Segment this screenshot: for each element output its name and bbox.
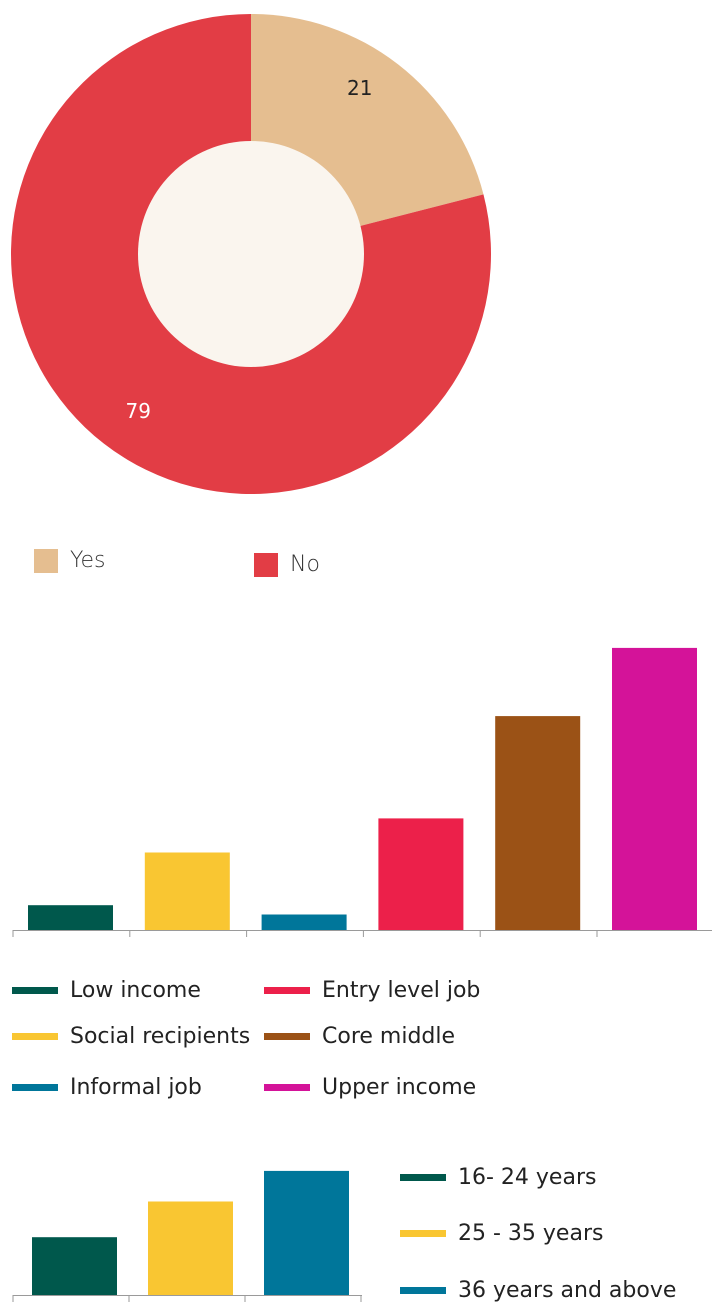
legend-label-25-35: 25 - 35 years [458,1221,604,1246]
donut-label-yes: 21 [347,76,372,100]
bar-upper-income [612,647,697,930]
legend-swatch-16-24 [400,1174,446,1181]
legend-swatch-core-middle [264,1033,310,1040]
income-bar-chart [12,647,712,937]
donut-legend-item-no: No [254,552,320,577]
income-legend-item-social-recipients: Social recipients [12,1024,250,1049]
legend-swatch-informal-job [12,1084,58,1091]
donut-legend-item-yes: Yes [34,548,106,573]
legend-swatch-low-income [12,987,58,994]
bar-36-years-and-above [264,1170,349,1295]
bar-core-middle [495,716,581,930]
donut-chart: 21 79 [11,14,492,495]
bar-low-income [28,905,113,930]
bar-16-24-years [32,1237,117,1295]
legend-swatch-no [254,552,278,577]
age-legend-item-16-24: 16- 24 years [400,1165,596,1190]
income-legend-item-low-income: Low income [12,978,201,1003]
bar-informal-job [261,914,347,930]
bar-social-recipients [144,852,230,930]
bar-entry-level-job [378,818,464,930]
age-legend-item-25-35: 25 - 35 years [400,1221,603,1246]
legend-label-no: No [290,552,320,577]
legend-label-social-recipients: Social recipients [70,1024,251,1049]
income-legend-item-upper-income: Upper income [264,1075,476,1100]
donut-hole [138,141,364,367]
legend-label-upper-income: Upper income [322,1075,477,1100]
age-bar-chart [12,1170,362,1302]
donut-label-no: 79 [126,399,151,423]
legend-label-core-middle: Core middle [322,1024,456,1049]
legend-swatch-36-above [400,1287,446,1294]
legend-swatch-yes [34,548,58,573]
legend-label-entry-level-job: Entry level job [322,978,481,1003]
legend-swatch-25-35 [400,1230,446,1237]
legend-label-yes: Yes [70,548,106,573]
legend-swatch-social-recipients [12,1033,58,1040]
legend-swatch-entry-level-job [264,987,310,994]
legend-swatch-upper-income [264,1084,310,1091]
age-legend-item-36-above: 36 years and above [400,1278,676,1303]
income-legend-item-core-middle: Core middle [264,1024,455,1049]
income-legend-item-entry-level-job: Entry level job [264,978,480,1003]
income-legend-item-informal-job: Informal job [12,1075,202,1100]
legend-label-low-income: Low income [70,978,201,1003]
bar-25-35-years [148,1201,233,1295]
legend-label-16-24: 16- 24 years [458,1165,597,1190]
legend-label-informal-job: Informal job [70,1075,202,1100]
legend-label-36-above: 36 years and above [458,1278,677,1303]
